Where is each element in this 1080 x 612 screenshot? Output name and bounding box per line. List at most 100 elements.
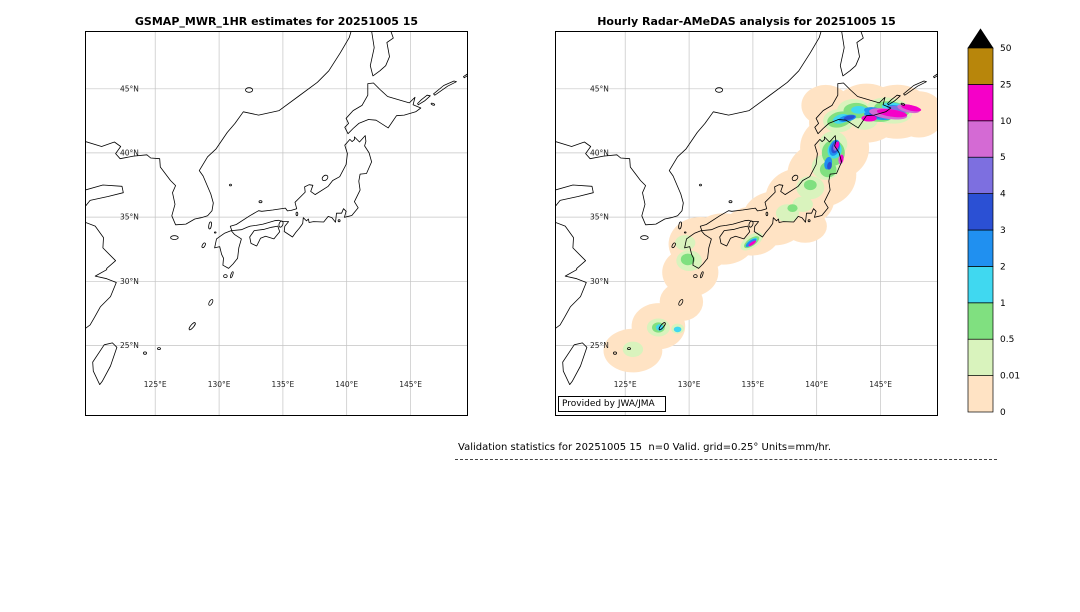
precip-cell [861, 115, 877, 122]
colorbar-segment [967, 229, 994, 267]
precip-cell [901, 104, 922, 112]
panel-title-radar: Hourly Radar-AMeDAS analysis for 2025100… [597, 15, 896, 28]
coastline-path [562, 342, 588, 385]
colorbar-segment [967, 302, 994, 340]
y-tick-label: 25°N [120, 341, 139, 350]
precip-cell [787, 204, 798, 213]
coastline-path [85, 31, 352, 226]
coastline-path [85, 184, 124, 208]
coastline-path [684, 230, 712, 269]
lake-outline [245, 87, 254, 93]
island-outline [728, 200, 733, 204]
radar-map: 25°N 30°N 35°N 40°N 45°N 125°E 130°E 135°E 140°E… [555, 31, 938, 416]
colorbar-segment [967, 338, 994, 376]
colorbar-segment [967, 193, 994, 231]
precip-cell [622, 341, 644, 357]
x-tick-label: 130°E [678, 380, 701, 389]
island-outline [693, 274, 698, 279]
colorbar: 0 0.01 0.5 1 2 3 4 5 10 25 50 [967, 28, 1020, 418]
coastline-path [903, 80, 927, 96]
island-outline [900, 102, 906, 106]
island-outline [640, 235, 649, 240]
coastline-path [433, 80, 457, 96]
island-outline [700, 271, 704, 279]
island-outline [143, 351, 147, 355]
y-tick-label: 30°N [590, 277, 609, 286]
panel-gsmap: GSMAP_MWR_1HR estimates for 20251005 15 … [85, 14, 468, 416]
map-frame [555, 31, 938, 416]
lake-outline [765, 211, 769, 217]
colorbar-segment [967, 47, 994, 85]
colorbar-tick-label: 0 [1000, 408, 1006, 418]
precip-cell [843, 115, 855, 120]
colorbar-tick-label: 25 [1000, 80, 1011, 90]
grid-layer [85, 31, 468, 416]
x-tick-label: 125°E [614, 380, 637, 389]
colorbar-tick-label: 0.01 [1000, 372, 1020, 382]
caption: Validation statistics for 20251005 15 n=… [458, 442, 831, 453]
coastline-layer [85, 31, 468, 385]
y-tick-label: 35°N [120, 213, 139, 222]
caption-text: Validation statistics for 20251005 15 n=… [458, 442, 832, 453]
colorbar-segment [967, 375, 994, 413]
precip-cell [835, 141, 840, 149]
island-outline [337, 219, 341, 223]
island-outline [229, 183, 232, 187]
island-outline [671, 242, 676, 249]
coastline-path [229, 135, 372, 238]
gsmap-map: 25°N 30°N 35°N 40°N 45°N 125°E 130°E 135°E 140°E… [85, 31, 468, 416]
colorbar-tick-label: 50 [1000, 44, 1012, 54]
coastline-path [814, 82, 892, 135]
island-outline [157, 347, 161, 351]
island-outline [230, 271, 234, 279]
colorbar-tick-label: 1 [1000, 299, 1006, 309]
coastline-path [417, 94, 431, 106]
colorbar-segment [967, 156, 994, 194]
lake-outline [295, 211, 299, 217]
y-tick-label: 40°N [590, 148, 609, 157]
island-outline [208, 221, 212, 230]
coastline-path [369, 31, 394, 77]
y-tick-label: 30°N [120, 277, 139, 286]
colorbar-tick-label: 0.5 [1000, 335, 1014, 345]
island-outline [321, 174, 329, 182]
island-outline [201, 242, 206, 249]
caption-underline [455, 459, 997, 460]
x-tick-label: 135°E [271, 380, 294, 389]
colorbar-tick-label: 2 [1000, 262, 1006, 272]
x-tick-label: 145°E [399, 380, 422, 389]
island-outline [699, 183, 702, 187]
x-tick-label: 140°E [335, 380, 358, 389]
island-outline [223, 274, 228, 279]
coastline-path [555, 221, 587, 330]
panel-title-gsmap: GSMAP_MWR_1HR estimates for 20251005 15 [134, 15, 419, 28]
panel-radar: Hourly Radar-AMeDAS analysis for 2025100… [555, 14, 938, 416]
colorbar-overflow-triangle [967, 28, 994, 49]
coastline-path [555, 31, 822, 226]
coastline-path [85, 221, 117, 330]
y-tick-label: 25°N [590, 341, 609, 350]
precip-cell [827, 161, 832, 170]
island-outline [278, 220, 284, 228]
x-tick-label: 125°E [144, 380, 167, 389]
island-outline [213, 231, 217, 234]
lake-outline [715, 87, 724, 93]
y-tick-label: 45°N [590, 84, 609, 93]
precip-cell [851, 106, 867, 114]
island-outline [683, 231, 687, 234]
colorbar-tick-label: 5 [1000, 153, 1006, 163]
y-tick-label: 35°N [590, 213, 609, 222]
tick-label-layer: 25°N 30°N 35°N 40°N 45°N 125°E 130°E 135°E 140°E… [120, 84, 422, 389]
island-outline [258, 200, 263, 204]
tick-label-layer: 25°N 30°N 35°N 40°N 45°N 125°E 130°E 135°E 140°E… [590, 84, 892, 389]
precip-cell [819, 161, 837, 178]
colorbar-tick-label: 10 [1000, 117, 1012, 127]
y-tick-label: 40°N [120, 148, 139, 157]
colorbar-segment [967, 266, 994, 304]
precip-cell [675, 235, 696, 251]
coastline-path [887, 94, 901, 106]
x-tick-label: 140°E [805, 380, 828, 389]
y-tick-label: 45°N [120, 84, 139, 93]
island-outline [678, 299, 684, 306]
